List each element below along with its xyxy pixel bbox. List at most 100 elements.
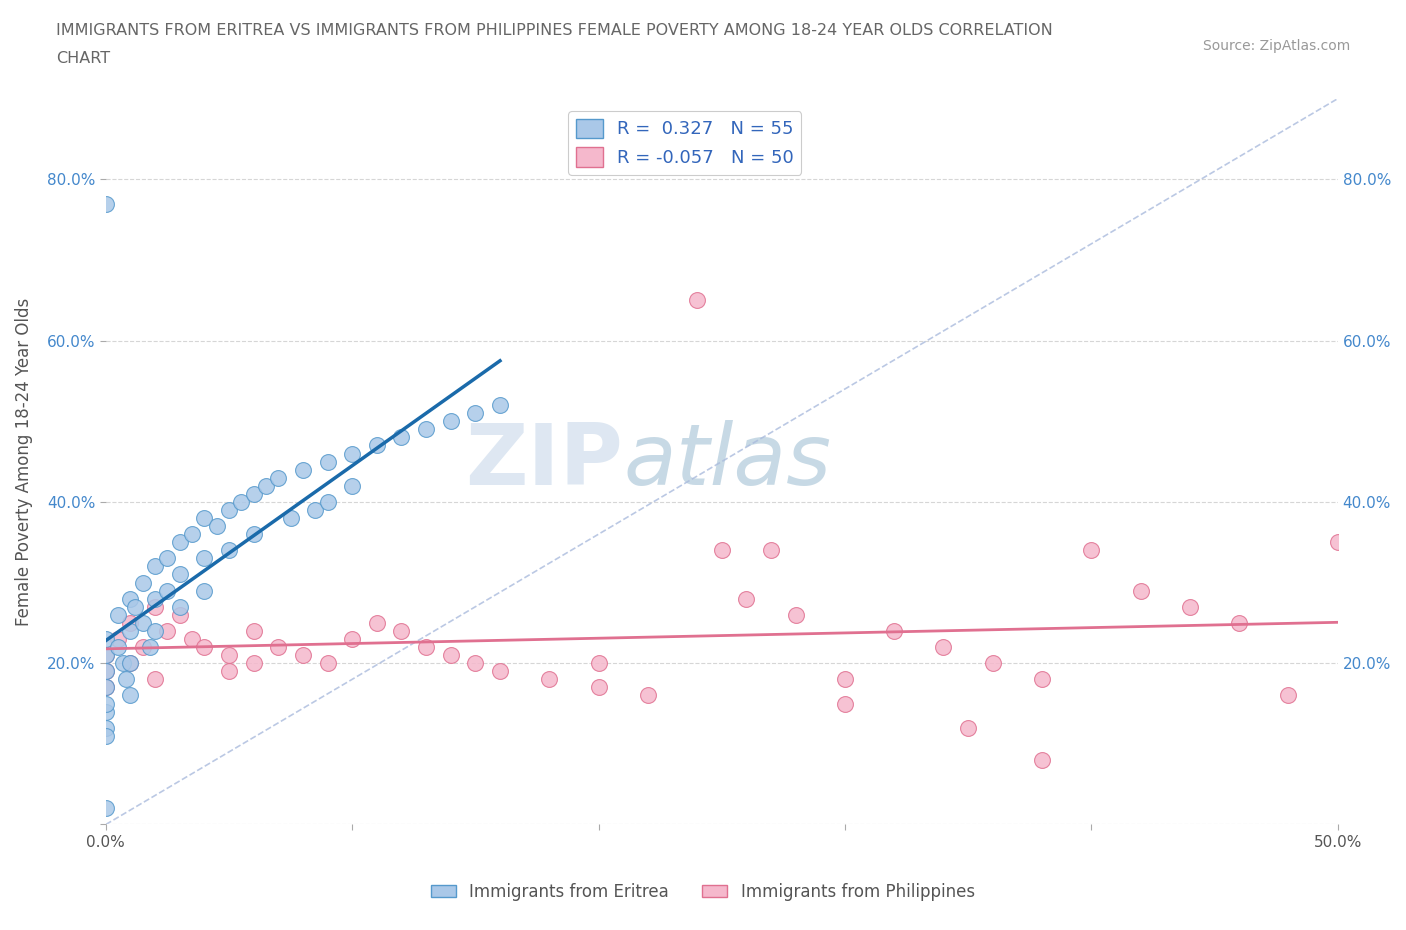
Point <box>316 656 339 671</box>
Point <box>94 696 117 711</box>
Point <box>242 486 264 501</box>
Point <box>391 623 413 638</box>
Point <box>120 656 142 671</box>
Point <box>366 616 388 631</box>
Text: ZIP: ZIP <box>465 420 623 503</box>
Point <box>415 640 437 655</box>
Point <box>120 688 142 703</box>
Point <box>143 623 166 638</box>
Point <box>132 575 155 590</box>
Legend: R =  0.327   N = 55, R = -0.057   N = 50: R = 0.327 N = 55, R = -0.057 N = 50 <box>568 112 801 175</box>
Point <box>181 526 204 541</box>
Point <box>834 696 856 711</box>
Point <box>94 680 117 695</box>
Point <box>156 623 179 638</box>
Point <box>169 599 191 614</box>
Point <box>143 591 166 606</box>
Point <box>218 543 240 558</box>
Point <box>107 607 129 622</box>
Point <box>120 591 142 606</box>
Point <box>193 640 215 655</box>
Point <box>280 511 302 525</box>
Point <box>94 647 117 662</box>
Point <box>957 720 980 735</box>
Point <box>1326 535 1348 550</box>
Point <box>120 623 142 638</box>
Point <box>759 543 782 558</box>
Point <box>120 656 142 671</box>
Point <box>193 511 215 525</box>
Point <box>785 607 807 622</box>
Point <box>391 430 413 445</box>
Point <box>415 422 437 437</box>
Point <box>94 801 117 816</box>
Point <box>94 704 117 719</box>
Point <box>94 196 117 211</box>
Point <box>1277 688 1299 703</box>
Point <box>94 728 117 743</box>
Point <box>156 583 179 598</box>
Point <box>143 559 166 574</box>
Point <box>231 495 253 510</box>
Point <box>1031 752 1053 767</box>
Point <box>218 647 240 662</box>
Point <box>94 664 117 679</box>
Point <box>107 640 129 655</box>
Point <box>366 438 388 453</box>
Point <box>94 647 117 662</box>
Point <box>637 688 659 703</box>
Point <box>218 664 240 679</box>
Y-axis label: Female Poverty Among 18-24 Year Olds: Female Poverty Among 18-24 Year Olds <box>15 298 32 626</box>
Point <box>1227 616 1250 631</box>
Point <box>291 462 314 477</box>
Point <box>94 664 117 679</box>
Point <box>132 616 155 631</box>
Point <box>139 640 162 655</box>
Point <box>193 551 215 565</box>
Point <box>489 398 512 413</box>
Point <box>218 502 240 517</box>
Point <box>1129 583 1152 598</box>
Point <box>316 454 339 469</box>
Legend: Immigrants from Eritrea, Immigrants from Philippines: Immigrants from Eritrea, Immigrants from… <box>425 876 981 908</box>
Text: atlas: atlas <box>623 420 831 503</box>
Point <box>686 293 709 308</box>
Point <box>242 656 264 671</box>
Point <box>107 631 129 646</box>
Point <box>883 623 905 638</box>
Point <box>169 607 191 622</box>
Point <box>114 671 136 686</box>
Text: Source: ZipAtlas.com: Source: ZipAtlas.com <box>1202 39 1350 53</box>
Point <box>1080 543 1102 558</box>
Point <box>981 656 1004 671</box>
Point <box>169 535 191 550</box>
Point <box>834 671 856 686</box>
Point <box>169 567 191 582</box>
Point <box>1031 671 1053 686</box>
Point <box>464 405 486 420</box>
Point <box>464 656 486 671</box>
Point <box>193 583 215 598</box>
Point <box>267 471 290 485</box>
Point <box>588 680 610 695</box>
Point <box>316 495 339 510</box>
Point <box>440 647 463 662</box>
Point <box>254 478 277 493</box>
Point <box>120 616 142 631</box>
Point <box>132 640 155 655</box>
Text: CHART: CHART <box>56 51 110 66</box>
Point <box>242 526 264 541</box>
Point <box>340 446 363 461</box>
Point <box>440 414 463 429</box>
Point <box>181 631 204 646</box>
Point <box>1178 599 1201 614</box>
Point <box>94 720 117 735</box>
Point <box>242 623 264 638</box>
Point <box>340 631 363 646</box>
Point <box>94 680 117 695</box>
Point <box>205 519 228 534</box>
Point <box>156 551 179 565</box>
Point <box>340 478 363 493</box>
Point <box>932 640 955 655</box>
Point <box>489 664 512 679</box>
